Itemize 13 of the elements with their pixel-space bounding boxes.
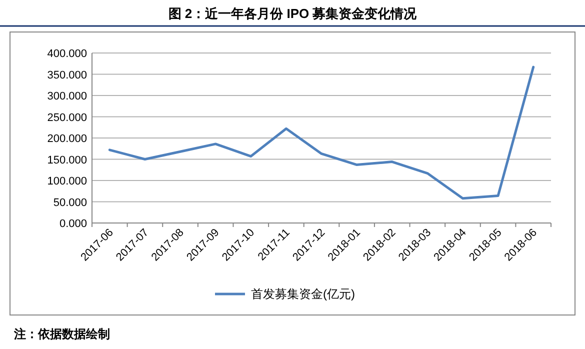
y-tick-label: 250.000: [47, 112, 87, 124]
line-series: [108, 66, 535, 200]
chart-title: 图 2：近一年各月份 IPO 募集资金变化情况: [168, 6, 418, 21]
y-tick-label: 150.000: [47, 154, 87, 166]
y-tick-label: 0.000: [59, 218, 87, 230]
y-tick-label: 350.000: [47, 69, 87, 82]
y-tick-label: 300.000: [47, 90, 87, 102]
y-tick-label: 100.000: [47, 176, 87, 188]
legend-label: 首发募集资金(亿元): [251, 287, 355, 301]
text: 注：依据数据绘制: [13, 327, 110, 341]
y-tick-label: 200.000: [47, 133, 87, 145]
y-tick-label: 400.000: [47, 48, 87, 60]
y-tick-label: 50.000: [53, 196, 87, 209]
